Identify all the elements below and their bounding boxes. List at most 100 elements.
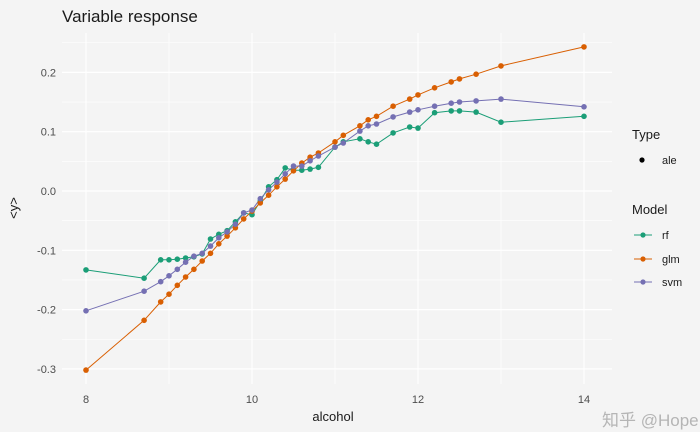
data-point-svm — [274, 179, 280, 185]
data-point-svm — [249, 207, 255, 213]
data-point-svm — [191, 253, 197, 259]
watermark: 知乎 @HopeR — [602, 411, 700, 430]
data-point-svm — [332, 144, 338, 150]
data-point-rf — [315, 164, 322, 171]
legend-ale-point-icon — [639, 157, 645, 163]
data-point-glm — [290, 168, 297, 174]
data-point-rf — [207, 236, 214, 242]
data-point-rf — [174, 256, 181, 263]
data-point-svm — [448, 100, 455, 106]
legend-svm-label: svm — [662, 277, 682, 289]
data-point-rf — [390, 130, 396, 136]
legend-glm-label: glm — [662, 254, 680, 266]
data-point-rf — [157, 257, 164, 263]
data-point-glm — [166, 291, 172, 298]
data-point-svm — [282, 171, 289, 177]
data-point-glm — [274, 184, 280, 190]
data-point-svm — [340, 140, 347, 146]
data-point-svm — [390, 114, 396, 120]
data-point-glm — [406, 96, 413, 102]
data-point-rf — [373, 141, 380, 147]
data-point-rf — [456, 108, 463, 114]
data-point-svm — [141, 288, 147, 295]
data-point-glm — [373, 113, 380, 120]
legend-rf-label: rf — [662, 230, 670, 242]
data-point-rf — [406, 124, 413, 130]
legend-type-title: Type — [632, 127, 660, 142]
data-point-svm — [581, 104, 587, 110]
data-point-svm — [498, 96, 504, 102]
data-point-glm — [157, 299, 164, 305]
data-point-glm — [498, 63, 504, 69]
data-point-svm — [406, 109, 413, 115]
data-point-rf — [182, 255, 189, 261]
legend-rf-point-icon — [640, 232, 646, 238]
x-tick-label: 12 — [412, 394, 424, 406]
x-tick-label: 8 — [83, 394, 89, 406]
data-point-glm — [357, 123, 363, 129]
x-axis-ticks: 8 10 12 14 — [83, 394, 590, 406]
data-point-glm — [282, 176, 289, 182]
data-point-glm — [199, 258, 205, 264]
data-point-svm — [216, 235, 222, 241]
y-axis-ticks: -0.3 -0.2 -0.1 0.0 0.1 0.2 — [37, 67, 56, 376]
legend: Type ale Model rf glm svm — [632, 127, 682, 289]
y-tick-label: -0.3 — [37, 364, 56, 376]
data-point-glm — [340, 132, 347, 139]
data-point-glm — [83, 367, 89, 373]
data-point-rf — [431, 109, 438, 116]
grid-major — [62, 33, 612, 384]
data-point-glm — [473, 71, 479, 77]
data-point-glm — [240, 216, 247, 222]
x-tick-label: 10 — [246, 394, 258, 406]
data-point-rf — [83, 267, 89, 273]
data-point-glm — [224, 233, 230, 239]
legend-glm-point-icon — [640, 256, 646, 262]
data-point-glm — [390, 103, 396, 109]
data-point-svm — [415, 107, 421, 113]
data-point-svm — [199, 250, 205, 257]
data-point-rf — [581, 113, 587, 120]
data-point-svm — [232, 221, 239, 227]
data-point-rf — [498, 119, 504, 125]
legend-model-title: Model — [632, 202, 668, 217]
data-point-svm — [174, 266, 181, 273]
data-point-glm — [448, 79, 455, 85]
y-tick-label: 0.2 — [41, 67, 56, 79]
data-point-glm — [265, 192, 272, 198]
data-point-glm — [415, 92, 421, 98]
data-point-rf — [307, 166, 313, 172]
data-point-svm — [473, 98, 479, 104]
data-point-glm — [182, 274, 189, 280]
data-point-rf — [415, 125, 421, 131]
data-point-rf — [473, 109, 479, 115]
data-point-glm — [431, 85, 438, 91]
y-tick-label: -0.2 — [37, 305, 56, 317]
data-point-svm — [166, 273, 172, 279]
data-point-svm — [315, 153, 322, 159]
chart-title: Variable response — [62, 7, 198, 26]
data-point-rf — [141, 275, 147, 282]
data-point-svm — [157, 278, 164, 285]
data-point-glm — [456, 76, 463, 82]
data-point-svm — [83, 308, 89, 314]
data-point-svm — [307, 158, 313, 164]
data-point-rf — [365, 139, 372, 145]
data-point-svm — [373, 121, 380, 127]
x-axis-title: alcohol — [312, 409, 353, 424]
data-point-glm — [581, 44, 587, 50]
series-points — [83, 44, 587, 373]
data-point-svm — [224, 229, 230, 235]
data-point-glm — [365, 117, 372, 123]
legend-svm-point-icon — [640, 279, 646, 285]
data-point-svm — [207, 243, 214, 249]
data-point-glm — [332, 139, 338, 145]
data-point-svm — [365, 123, 372, 129]
data-point-rf — [299, 167, 305, 173]
data-point-svm — [290, 163, 297, 169]
data-point-rf — [448, 108, 455, 114]
data-point-glm — [174, 282, 181, 289]
data-point-svm — [357, 128, 363, 134]
